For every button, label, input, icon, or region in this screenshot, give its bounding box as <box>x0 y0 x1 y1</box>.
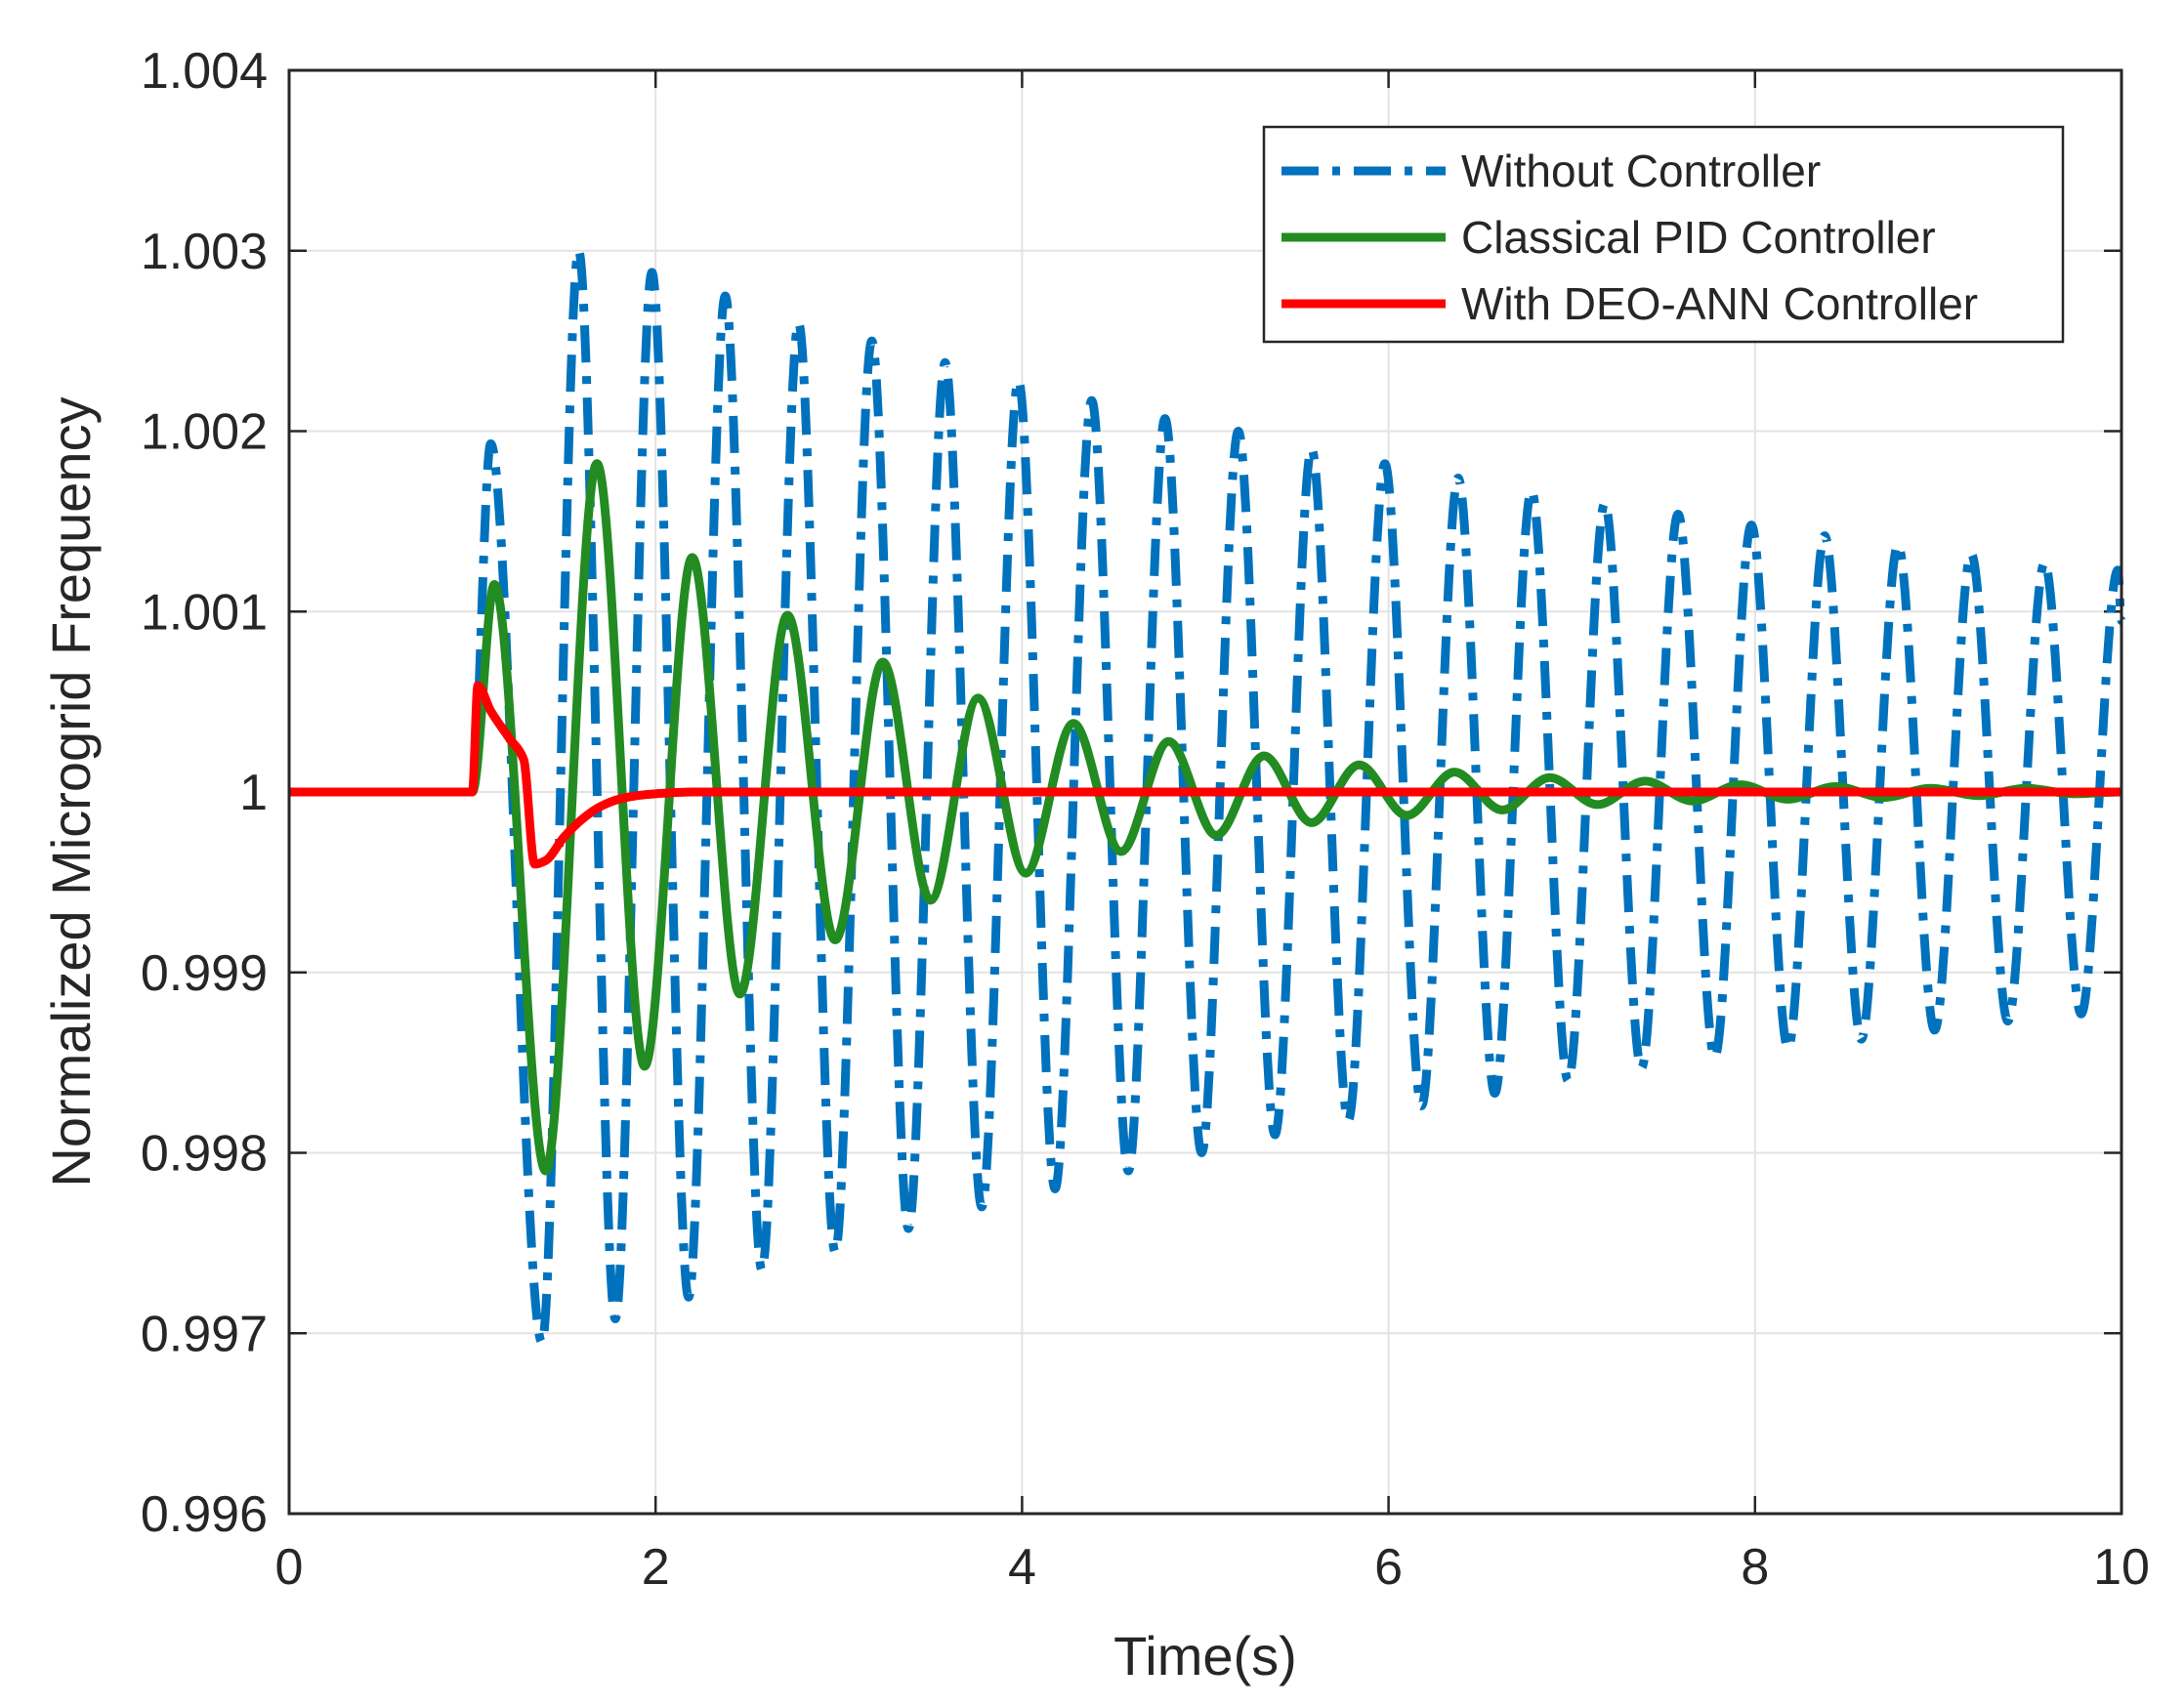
x-tick-label: 0 <box>275 1539 304 1596</box>
x-axis-label: Time(s) <box>1113 1625 1297 1687</box>
x-tick-label: 6 <box>1374 1539 1403 1596</box>
y-tick-label: 1.002 <box>141 404 268 461</box>
legend-label-deo-ann: With DEO-ANN Controller <box>1461 278 1978 329</box>
x-tick-label: 4 <box>1008 1539 1036 1596</box>
y-tick-label: 1.003 <box>141 224 268 280</box>
series-classical-pid <box>289 459 2122 1176</box>
x-tick-labels: 0 2 4 6 8 10 <box>275 1539 2150 1596</box>
y-tick-label: 1.004 <box>141 43 268 100</box>
y-tick-label: 0.999 <box>141 945 268 1002</box>
x-tick-label: 10 <box>2093 1539 2150 1596</box>
y-tick-label: 0.996 <box>141 1486 268 1543</box>
series-without-controller <box>289 246 2126 1347</box>
y-axis-label: Normalized Microgrid Frequency <box>40 396 102 1187</box>
x-tick-label: 8 <box>1741 1539 1769 1596</box>
y-tick-label: 0.998 <box>141 1126 268 1183</box>
x-tick-label: 2 <box>642 1539 670 1596</box>
series-deo-ann <box>289 681 2121 869</box>
legend-label-classical-pid: Classical PID Controller <box>1461 212 1936 263</box>
y-tick-labels: 0.996 0.997 0.998 0.999 1 1.001 1.002 1.003 1.00… <box>141 43 268 1543</box>
legend: Without Controller Classical PID Control… <box>1262 125 2065 344</box>
y-tick-label: 1 <box>239 765 268 821</box>
y-tick-label: 1.001 <box>141 584 268 641</box>
legend-label-without-controller: Without Controller <box>1461 146 1821 196</box>
plot-border <box>287 68 2123 1516</box>
series-lines <box>289 246 2126 1347</box>
y-tick-label: 0.997 <box>141 1306 268 1362</box>
